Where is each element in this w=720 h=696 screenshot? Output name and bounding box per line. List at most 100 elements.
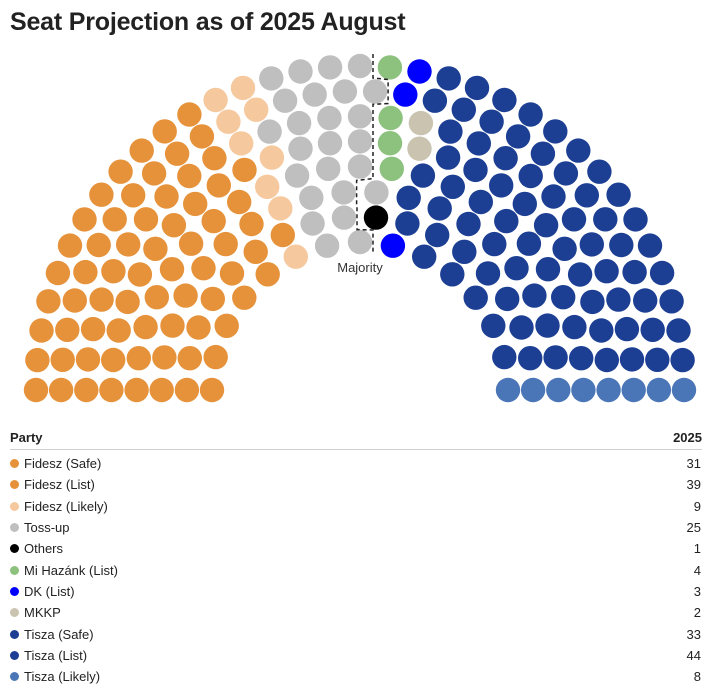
seat-dot [331, 205, 357, 230]
seat-dot [562, 314, 587, 340]
seat-dot [427, 196, 452, 221]
seat-dot [284, 163, 310, 188]
seat-dot [518, 346, 543, 371]
seat-dot [543, 119, 568, 144]
seat-table: Party 2025 Fidesz (Safe) 31 Fidesz (List) 3… [10, 430, 702, 687]
seat-count: 1 [693, 541, 701, 557]
seat-dot [159, 257, 185, 282]
seat-dot [436, 66, 461, 91]
seat-count: 44 [686, 647, 701, 663]
party-cell: Fidesz (List) [10, 477, 95, 492]
seat-dot [495, 377, 521, 403]
seat-dot [314, 233, 340, 258]
seat-dot [219, 261, 245, 286]
seat-dot [299, 185, 324, 210]
seat-dot [609, 232, 634, 258]
seat-dot [553, 161, 579, 186]
table-row: Tisza (Likely) 8 [10, 666, 702, 687]
seat-dot [495, 286, 520, 312]
seat-dot [143, 236, 168, 261]
seat-dot [493, 146, 518, 171]
seat-dot [152, 345, 177, 370]
seat-dot [189, 124, 215, 149]
party-name: DK (List) [24, 583, 75, 599]
seat-dot [505, 124, 531, 149]
party-cell: DK (List) [10, 584, 75, 599]
party-cell: Fidesz (Likely) [10, 499, 108, 514]
seat-dot [456, 211, 481, 237]
party-name: Fidesz (List) [24, 477, 95, 493]
seat-dot [494, 208, 519, 234]
seat-dot [50, 347, 75, 372]
seat-dot [108, 159, 133, 184]
seat-dot [29, 318, 54, 343]
seat-dot [551, 285, 576, 310]
seat-dot [438, 119, 463, 144]
seat-count: 31 [686, 456, 701, 472]
seat-count: 33 [686, 626, 701, 642]
seat-dot [347, 154, 373, 179]
seat-dot [80, 316, 106, 342]
seat-dot [596, 377, 621, 403]
party-name: Tisza (List) [24, 647, 88, 663]
seat-dot [637, 233, 663, 258]
seat-dot [396, 185, 421, 210]
seat-dot [377, 131, 403, 156]
seat-dot [86, 232, 111, 258]
seat-dot [227, 189, 252, 215]
party-cell: Toss-up [10, 520, 70, 535]
seat-dot [55, 317, 80, 342]
seat-dot [115, 289, 140, 315]
seat-dot [232, 285, 257, 310]
table-row: Others 1 [10, 538, 702, 559]
party-cell: Fidesz (Safe) [10, 456, 101, 471]
table-row: DK (List) 3 [10, 581, 702, 602]
seat-dot [378, 105, 403, 131]
seat-dot [101, 347, 126, 373]
seat-dot [440, 262, 465, 287]
seat-dot [177, 163, 202, 189]
seat-dot [666, 318, 691, 343]
seat-dot [543, 345, 568, 370]
seat-dot [520, 377, 546, 403]
seat-dot [177, 102, 202, 127]
seat-dot [516, 231, 542, 256]
table-row: Toss-up 25 [10, 517, 702, 538]
majority-line [355, 54, 389, 254]
seat-dot [574, 183, 599, 208]
seat-dot [593, 207, 618, 232]
seat-dot [174, 377, 200, 403]
seat-dot [504, 256, 529, 281]
seat-dot [364, 180, 389, 205]
seat-dot [288, 59, 313, 84]
seat-dot [425, 222, 450, 248]
legend-dot-icon [10, 523, 19, 533]
party-name: Mi Hazánk (List) [24, 562, 118, 578]
seat-dot [121, 183, 146, 208]
seat-dot [347, 53, 373, 79]
seat-dot [317, 55, 343, 80]
party-cell: Tisza (Safe) [10, 627, 94, 642]
seat-dot [468, 189, 493, 215]
seat-dot [316, 156, 341, 181]
legend-dot-icon [10, 608, 19, 618]
seat-dot [232, 157, 257, 183]
chart-title: Seat Projection as of 2025 August [10, 8, 406, 36]
seat-dot [567, 262, 593, 287]
seat-dot [422, 88, 448, 113]
seat-dot [619, 347, 645, 372]
party-name: Fidesz (Likely) [24, 498, 108, 514]
seat-dot [89, 287, 114, 312]
seat-dot [512, 191, 537, 217]
seat-dot [463, 157, 488, 183]
seat-dot [347, 104, 373, 129]
seat-dot [466, 131, 491, 156]
seat-dot [164, 141, 190, 166]
seat-dot [177, 346, 202, 371]
seat-dot [475, 261, 501, 286]
seat-dot [579, 232, 604, 257]
seat-dot [255, 174, 280, 199]
legend-dot-icon [10, 672, 19, 682]
seat-dot [408, 110, 434, 136]
legend-dot-icon [10, 586, 19, 596]
